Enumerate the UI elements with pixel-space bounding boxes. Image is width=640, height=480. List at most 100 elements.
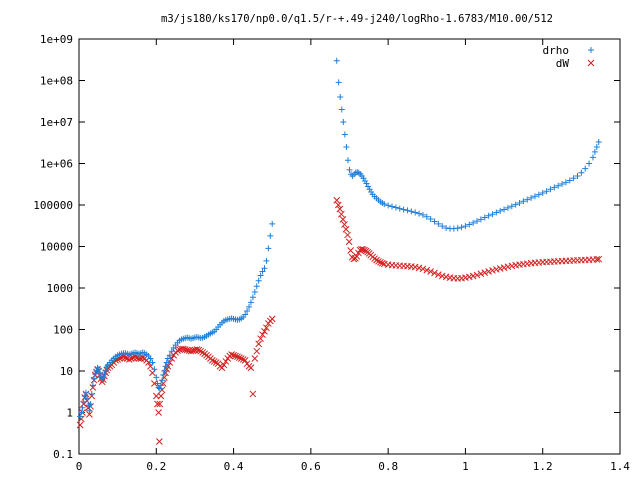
data-point-dW [489, 267, 496, 274]
data-point-dW [174, 347, 181, 354]
data-point-drho [102, 367, 109, 374]
data-point-drho [555, 182, 562, 189]
data-point-dW [195, 346, 203, 354]
data-point-dW [347, 247, 355, 254]
data-point-dW [183, 346, 191, 354]
data-point-drho [516, 199, 523, 206]
legend-marker-dW [587, 59, 595, 67]
data-point-drho [86, 407, 93, 414]
data-point-drho [82, 389, 89, 396]
data-point-drho [100, 374, 107, 381]
data-point-drho [512, 201, 519, 208]
data-point-drho [416, 210, 423, 217]
data-point-drho [431, 218, 438, 225]
x-tick-label: 0.2 [146, 460, 166, 473]
data-point-drho [96, 369, 103, 376]
data-point-drho [501, 206, 508, 213]
data-point-drho [84, 395, 91, 402]
data-point-drho [539, 189, 546, 196]
data-point-drho [255, 277, 262, 284]
data-point-dW [237, 355, 245, 362]
data-point-dW [125, 356, 133, 363]
x-tick-label: 0.4 [224, 460, 244, 473]
data-point-dW [344, 231, 351, 239]
data-point-dW [469, 272, 477, 280]
x-tick-label: 0.8 [378, 460, 398, 473]
data-point-dW [156, 400, 164, 408]
data-point-dW [500, 264, 508, 271]
data-point-dW [259, 331, 266, 339]
data-point-drho [493, 209, 500, 216]
data-point-dW [473, 271, 481, 279]
data-point-drho [582, 165, 589, 172]
data-point-dW [218, 364, 226, 372]
data-point-drho [595, 138, 602, 145]
data-point-drho [343, 143, 350, 150]
x-tick-label: 0.6 [301, 460, 321, 473]
data-point-dW [334, 201, 342, 209]
data-point-drho [404, 207, 411, 214]
data-point-drho [80, 398, 87, 405]
data-point-dW [135, 355, 143, 362]
data-point-dW [236, 354, 243, 361]
data-point-dW [249, 390, 257, 398]
data-point-drho [267, 232, 274, 239]
data-point-drho [89, 382, 96, 389]
data-point-drho [485, 212, 492, 219]
data-point-drho [562, 179, 569, 186]
data-point-drho [344, 157, 351, 164]
data-point-drho [392, 204, 399, 211]
data-point-drho [591, 148, 598, 155]
data-point-drho [427, 215, 434, 222]
data-point-dW [427, 268, 435, 275]
data-point-drho [269, 220, 276, 227]
y-tick-label: 1e+07 [40, 116, 73, 129]
data-point-drho [389, 203, 396, 210]
data-point-dW [255, 340, 263, 348]
data-point-dW [345, 238, 353, 246]
y-tick-label: 1e+08 [40, 75, 73, 88]
data-point-drho [419, 211, 426, 218]
axis-ticks: 0 0.2 0.4 0.6 0.8 1 1.2 1.4 0.1 1 10 100 1000 10000 10… [33, 33, 630, 473]
data-point-dW [189, 347, 197, 354]
data-point-drho [531, 193, 538, 200]
chart-title: m3/js180/ks170/np0.0/q1.5/r-+.49-j240/lo… [161, 13, 553, 25]
data-point-drho [570, 175, 577, 182]
data-point-drho [92, 370, 99, 377]
data-point-dW [477, 270, 485, 278]
data-point-drho [559, 181, 566, 188]
x-tick-label: 1 [462, 460, 469, 473]
data-point-drho [458, 224, 465, 231]
data-point-dW [228, 351, 235, 358]
data-point-dW [193, 346, 201, 353]
data-point-drho [385, 202, 392, 209]
data-point-drho [340, 119, 347, 125]
data-points [76, 57, 603, 445]
data-point-dW [263, 324, 270, 332]
data-point-dW [435, 271, 442, 278]
legend-label-drho: drho [543, 44, 570, 57]
data-point-dW [220, 361, 228, 369]
data-point-drho [439, 223, 446, 230]
x-tick-label: 0 [76, 460, 83, 473]
data-point-drho [244, 307, 251, 314]
data-point-drho [265, 245, 272, 252]
data-point-dW [595, 255, 603, 263]
data-point-dW [155, 409, 162, 416]
data-point-dW [415, 264, 423, 272]
data-point-dW [156, 438, 163, 445]
data-point-dW [378, 259, 386, 267]
data-point-drho [535, 191, 542, 198]
y-tick-label: 10 [60, 365, 73, 378]
data-point-drho [161, 368, 168, 374]
data-point-drho [156, 385, 163, 392]
data-point-drho [346, 166, 353, 173]
data-point-drho [574, 172, 581, 179]
data-point-dW [353, 252, 361, 260]
data-point-dW [375, 257, 382, 265]
y-tick-label: 10000 [40, 241, 73, 254]
data-point-dW [181, 346, 189, 353]
data-point-drho [247, 299, 254, 306]
data-point-drho [566, 177, 573, 184]
